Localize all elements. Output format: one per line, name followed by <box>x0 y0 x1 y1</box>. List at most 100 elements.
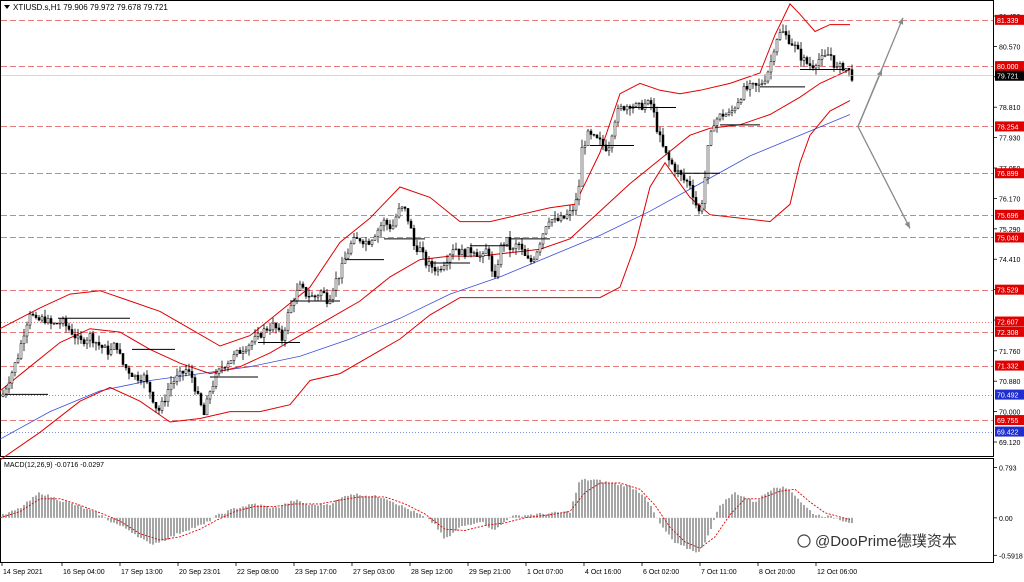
candle-body <box>64 318 68 327</box>
candle-body <box>544 226 548 235</box>
candle-body <box>352 237 356 244</box>
candle-body <box>151 391 155 403</box>
candle-body <box>361 240 365 245</box>
candle-body <box>40 316 44 321</box>
projection-arrow <box>857 69 883 127</box>
x-tick-label: 8 Oct 20:00 <box>759 569 795 576</box>
candle-body <box>163 400 167 403</box>
candle-body <box>121 353 125 365</box>
candle-body <box>787 34 791 44</box>
arrow-head-icon <box>876 69 883 77</box>
candle-body <box>112 342 116 350</box>
level-label: 80.000 <box>997 64 1019 71</box>
candle-body <box>409 220 413 229</box>
level-label-box <box>995 415 1024 426</box>
candle-body <box>748 83 752 90</box>
candle-body <box>37 317 41 321</box>
candle-body <box>781 31 785 33</box>
candle-body <box>844 68 848 71</box>
candle-body <box>445 261 449 266</box>
candle-body <box>772 51 776 62</box>
level-label: 76.899 <box>997 171 1019 178</box>
candle-body <box>1 393 5 397</box>
candle-body <box>649 100 653 105</box>
candle-body <box>301 283 305 288</box>
x-tick-label: 17 Sep 13:00 <box>121 569 163 576</box>
level-label-box <box>995 61 1024 72</box>
macd-y-tick-label: -0.5918 <box>999 553 1023 560</box>
level-label-box <box>995 121 1024 132</box>
candle-body <box>181 370 185 374</box>
candle-body <box>841 62 845 71</box>
candle-body <box>520 243 524 250</box>
candle-body <box>676 170 680 172</box>
candle-body <box>16 358 20 363</box>
watermark-text: @DooPrime德璞资本 <box>815 532 957 550</box>
candle-body <box>763 80 767 84</box>
candle-body <box>688 181 692 186</box>
candle-body <box>211 386 215 393</box>
candle-body <box>97 342 101 346</box>
candle-body <box>214 373 218 387</box>
candle-body <box>757 83 761 86</box>
symbol-header: XTIUSD.s,H1 79.906 79.972 79.678 79.721 <box>13 3 168 12</box>
candle-body <box>517 243 521 246</box>
candle-body <box>319 290 323 297</box>
candle-body <box>247 344 251 351</box>
macd-y-tick-label: 0.00 <box>999 516 1013 523</box>
candle-body <box>583 145 587 148</box>
candle-body <box>577 185 581 201</box>
candle-body <box>502 244 506 246</box>
candle-body <box>838 62 842 67</box>
candle-body <box>253 336 257 343</box>
candle-body <box>337 277 341 280</box>
candle-body <box>484 248 488 254</box>
candle-body <box>76 335 80 339</box>
candle-body <box>202 404 206 416</box>
y-tick-label: 70.000 <box>999 410 1021 417</box>
level-label: 73.529 <box>997 288 1019 295</box>
y-tick-label: 75.290 <box>999 227 1021 234</box>
x-tick-label: 28 Sep 12:00 <box>411 569 453 576</box>
candle-body <box>340 263 344 279</box>
last-price-box <box>995 70 1024 81</box>
menu-triangle-icon[interactable] <box>4 5 10 9</box>
candle-body <box>478 256 482 258</box>
candle-body <box>565 214 569 219</box>
candle-body <box>724 114 728 117</box>
x-tick-label: 4 Oct 16:00 <box>585 569 621 576</box>
candle-body <box>559 215 563 221</box>
level-label: 75.040 <box>997 235 1019 242</box>
y-tick-label: 78.810 <box>999 105 1021 112</box>
candle-body <box>481 253 485 257</box>
candle-body <box>310 295 314 297</box>
candle-body <box>538 243 542 253</box>
candle-body <box>571 209 575 212</box>
candle-body <box>418 247 422 252</box>
x-tick-label: 12 Oct 06:00 <box>817 569 857 576</box>
candle-body <box>568 210 572 215</box>
candle-body <box>250 341 254 346</box>
candle-body <box>220 367 224 370</box>
y-tick-label: 69.120 <box>999 440 1021 447</box>
candle-body <box>442 265 446 270</box>
macd-header: MACD(12,26,9) -0.0716 -0.0297 <box>4 462 104 469</box>
candle-body <box>598 137 602 140</box>
candle-body <box>754 82 758 86</box>
candle-body <box>283 329 287 341</box>
candle-body <box>664 146 668 153</box>
level-label-box <box>995 232 1024 243</box>
candle-body <box>652 103 656 113</box>
candle-body <box>172 380 176 384</box>
candle-body <box>103 345 107 348</box>
candle-body <box>154 401 158 409</box>
candle-body <box>148 381 152 393</box>
candle-body <box>88 333 92 341</box>
candle-body <box>457 248 461 255</box>
candle-body <box>607 147 611 152</box>
candle-body <box>823 55 827 57</box>
level-label: 72.308 <box>997 330 1019 337</box>
level-label: 71.332 <box>997 364 1019 371</box>
candle-body <box>70 329 74 335</box>
candle-body <box>385 219 389 225</box>
